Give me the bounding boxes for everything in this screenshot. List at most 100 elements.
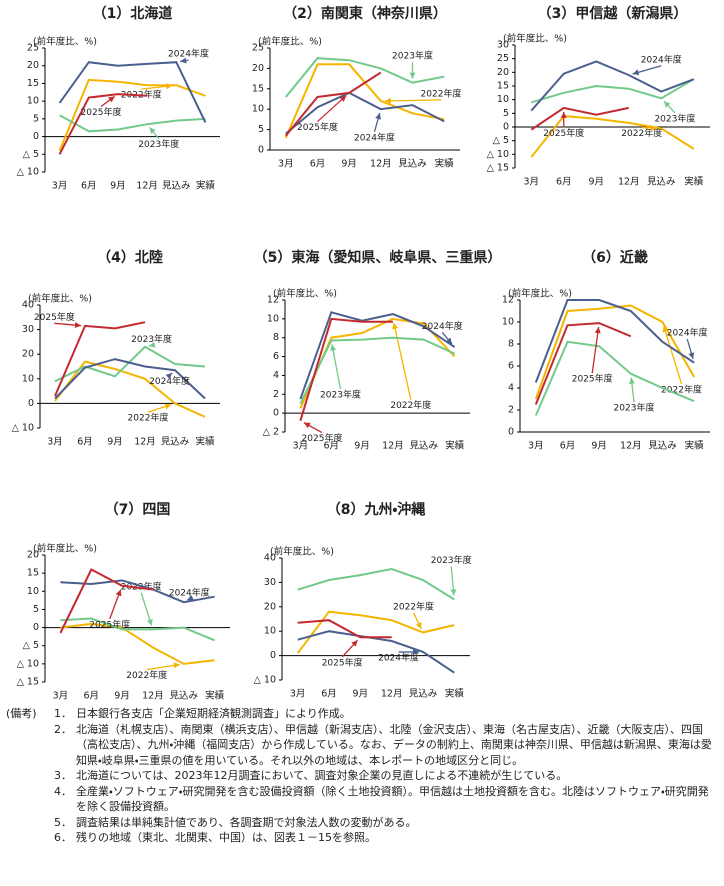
series-label: 2023年度 [138, 138, 179, 150]
note-text: 残りの地域（東北、北関東、中国）は、図表１－15を参照。 [76, 831, 376, 844]
y-tick-label: 0 [503, 122, 509, 133]
y-tick-label: 6 [273, 351, 279, 362]
arrow-head [115, 589, 122, 597]
series-label: 2025年度 [297, 121, 338, 133]
y-tick-label: 0 [28, 398, 34, 409]
y-tick-label: 20 [27, 550, 39, 561]
x-tick-label: 12月 [370, 159, 392, 170]
y-tick-label: 6 [508, 361, 514, 372]
y-tick-label: 20 [497, 67, 509, 78]
series-line [54, 345, 206, 383]
arrow-head [445, 337, 453, 345]
series-line [59, 114, 206, 133]
spacer [6, 830, 54, 846]
y-tick-label: 40 [264, 553, 276, 564]
x-tick-label: 3月 [528, 441, 544, 452]
series-label: 2024年度 [378, 652, 419, 664]
y-tick-label: △ 2 [263, 427, 279, 438]
x-tick-label: 6月 [83, 691, 99, 701]
series-label: 2025年度 [302, 432, 343, 444]
series-label: 2023年度 [431, 554, 472, 566]
series-label: 2025年度 [81, 106, 122, 118]
y-tick-label: △ 5 [23, 149, 39, 160]
y-tick-label: 30 [497, 40, 509, 51]
series-line [54, 358, 206, 400]
series-line [60, 622, 215, 665]
y-tick-label: 20 [252, 63, 264, 74]
y-tick-label: △ 15 [17, 677, 39, 688]
x-tick-label: 見込み [398, 159, 427, 170]
series-label: 2025年度 [543, 127, 584, 139]
series-line [534, 340, 695, 416]
series-line [285, 71, 382, 137]
x-tick-label: 見込み [161, 437, 190, 448]
note-text: 北海道については、2023年12月調査において、調査対象企業の見直しによる不連続… [76, 769, 568, 782]
y-tick-label: 2 [508, 405, 514, 416]
series-label: 2023年度 [392, 50, 433, 62]
arrow-head [688, 352, 695, 359]
y-tick-label: 4 [273, 370, 279, 381]
notes: (備考) 1． 日本銀行各支店「企業短期経済観測調査」により作成。 2． 北海道（札幌支… [6, 706, 718, 846]
arrow-head [147, 618, 153, 626]
x-tick-label: 見込み [162, 181, 191, 192]
arrow-head [651, 124, 658, 131]
note-row: 4． 全産業・ソフトウェア・研究開発を含む設備投資額（除く土地投資額）。甲信越は土… [6, 784, 718, 815]
y-tick-label: △ 5 [493, 135, 509, 146]
spacer [6, 722, 54, 769]
y-tick-label: 15 [497, 81, 509, 92]
y-tick-label: 15 [27, 78, 39, 89]
note-number: 5． [54, 815, 72, 829]
chart: （2）南関東（神奈川県） (前年度比、%) 0 5 10 15 20 25 3月 6月 9月 12月見… [252, 5, 462, 170]
y-tick-label: 0 [33, 131, 39, 142]
series-label: 2023年度 [320, 389, 361, 401]
note-number: 6． [54, 831, 72, 844]
y-axis-label: (前年度比、%) [270, 546, 334, 558]
label-arrow [317, 95, 347, 123]
chart: （3）甲信越（新潟県）(前年度比、%)△ 15△ 10△ 50510152025… [487, 5, 710, 188]
note-text: 北海道（札幌支店）、南関東（横浜支店）、甲信越（新潟支店）、北陸（金沢支店）、東… [76, 722, 712, 767]
y-tick-label: 4 [508, 383, 514, 394]
series-line [58, 93, 148, 155]
arrow-head [165, 372, 173, 380]
series-line [59, 568, 154, 634]
x-tick-label: 見込み [409, 441, 438, 452]
chart-title: （4）北陸 [97, 249, 163, 266]
y-tick-label: 5 [258, 124, 264, 135]
series-line [534, 304, 696, 400]
series-line [299, 336, 456, 405]
series-label: 2024年度 [168, 48, 209, 60]
notes-label: (備考) [6, 707, 37, 720]
series-line [299, 317, 393, 421]
series-label: 2025年度 [89, 618, 130, 630]
series-line [530, 106, 630, 131]
x-tick-label: 12月 [620, 441, 642, 452]
series-line [534, 322, 632, 405]
arrow-head [594, 327, 601, 334]
series-line [297, 619, 392, 639]
arrow-head [148, 341, 156, 348]
arrow-head [180, 57, 187, 64]
arrow-head [164, 403, 172, 410]
arrow-head [392, 322, 399, 330]
note-row: 3． 北海道については、2023年12月調査において、調査対象企業の見直しによる不… [6, 768, 718, 784]
series-label: 2024年度 [149, 375, 190, 387]
label-arrow [384, 99, 442, 102]
x-tick-label: 3月 [290, 689, 306, 700]
y-tick-label: 15 [27, 568, 39, 579]
y-axis-label: (前年度比、%) [503, 33, 567, 45]
series-line [530, 60, 695, 112]
x-tick-label: 12月 [134, 437, 156, 448]
x-tick-label: 3月 [47, 437, 63, 448]
x-tick-label: 9月 [114, 691, 130, 701]
series-label: 2022年度 [393, 600, 434, 612]
series-line [285, 57, 445, 98]
x-tick-label: 3月 [293, 441, 309, 452]
x-tick-label: 見込み [647, 177, 676, 188]
y-tick-label: 10 [22, 373, 34, 384]
series-line [285, 91, 445, 135]
x-tick-label: 9月 [110, 181, 126, 192]
x-tick-label: 12月 [381, 689, 403, 700]
series-label: 2024年度 [641, 53, 682, 65]
arrow-head [375, 113, 382, 120]
x-tick-label: 9月 [354, 441, 370, 452]
